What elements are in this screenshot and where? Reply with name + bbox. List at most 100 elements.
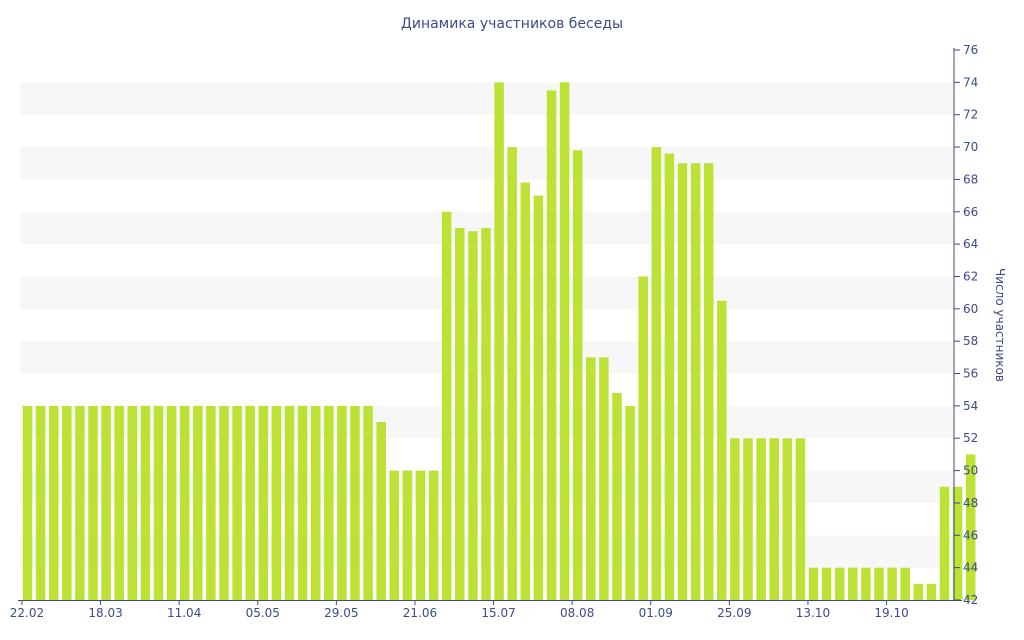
bar (88, 405, 98, 600)
bar (520, 182, 531, 600)
x-tick-label: 13.10 (796, 606, 830, 620)
x-tick-label: 22.02 (10, 606, 44, 620)
bar (219, 405, 229, 600)
bar (271, 405, 282, 600)
y-tick-label: 54 (963, 399, 978, 413)
bar (389, 470, 400, 600)
y-tick-label: 66 (963, 205, 978, 219)
x-tick-label: 01.09 (639, 606, 673, 620)
bar (441, 211, 452, 600)
bar (821, 567, 832, 600)
bar (651, 147, 662, 600)
bar (35, 405, 46, 600)
bar (415, 470, 426, 600)
bar (140, 405, 151, 600)
y-tick-label: 46 (963, 528, 978, 542)
bar (586, 357, 596, 600)
bar (599, 357, 609, 600)
bar (153, 405, 164, 600)
x-tick-label: 11.04 (167, 606, 201, 620)
y-tick-label: 52 (963, 431, 978, 445)
bar (546, 90, 557, 601)
bar (101, 405, 111, 600)
grid-band (20, 147, 954, 180)
y-tick-label: 74 (963, 75, 978, 89)
bar (245, 405, 255, 600)
x-tick-label: 29.05 (324, 606, 358, 620)
bar (952, 486, 963, 600)
bars (22, 82, 976, 601)
bar (703, 163, 714, 600)
y-tick-label: 76 (963, 43, 978, 57)
bar (769, 438, 779, 600)
bar (507, 147, 517, 600)
bar (324, 405, 334, 600)
bar (428, 470, 439, 600)
y-tick-label: 56 (963, 367, 978, 381)
bar (75, 405, 85, 600)
bar (717, 300, 727, 600)
bar (664, 153, 675, 600)
bar (258, 405, 269, 600)
bar (612, 392, 622, 600)
bar (926, 583, 937, 600)
x-tick-label: 05.05 (246, 606, 280, 620)
bar (572, 150, 583, 600)
y-tick-label: 64 (963, 237, 978, 251)
bar (887, 567, 897, 600)
bar (494, 82, 504, 600)
bar (625, 405, 635, 600)
bar (677, 163, 688, 600)
bar (337, 405, 347, 600)
axes: 42 44 46 48 50 52 54 56 58 60 62 64 66 68 70 72 74 76 22.0… (10, 43, 979, 620)
y-tick-label: 60 (963, 302, 978, 316)
bar (861, 567, 871, 600)
x-tick-label: 15.07 (481, 606, 515, 620)
y-tick-label: 50 (963, 464, 978, 478)
bar (874, 567, 884, 600)
x-tick-label: 21.06 (403, 606, 437, 620)
bar (376, 422, 386, 600)
y-axis-label: Число участников (993, 268, 1007, 382)
bar (179, 405, 190, 600)
bar (297, 405, 308, 600)
bar (363, 405, 373, 600)
bar (468, 231, 478, 601)
bar (756, 438, 766, 600)
bar (350, 405, 360, 600)
bar (638, 276, 648, 600)
bar (559, 82, 570, 600)
bar (808, 567, 819, 600)
bar (900, 567, 910, 600)
x-tick-label: 25.09 (717, 606, 751, 620)
bar (114, 405, 124, 600)
x-tick-label: 19.10 (874, 606, 908, 620)
bar (533, 195, 544, 600)
chart-title: Динамика участников беседы (401, 16, 623, 32)
bar (782, 438, 793, 600)
bar (481, 227, 491, 601)
bar (193, 405, 203, 600)
y-tick-label: 62 (963, 269, 978, 283)
y-tick-label: 68 (963, 172, 978, 186)
grid-band (20, 82, 954, 115)
bar (206, 405, 216, 600)
y-tick-label: 70 (963, 140, 978, 154)
y-tick-label: 72 (963, 108, 978, 122)
bar (310, 405, 321, 600)
x-tick-label: 18.03 (88, 606, 122, 620)
bar (166, 405, 177, 600)
bar (939, 486, 950, 600)
bar (62, 405, 72, 600)
bar (127, 405, 138, 600)
x-tick-label: 08.08 (560, 606, 594, 620)
bar (834, 567, 845, 600)
bar (455, 227, 465, 601)
bar (690, 163, 701, 600)
bar (48, 405, 59, 600)
y-tick-label: 48 (963, 496, 978, 510)
bar (730, 438, 740, 600)
y-tick-label: 58 (963, 334, 978, 348)
